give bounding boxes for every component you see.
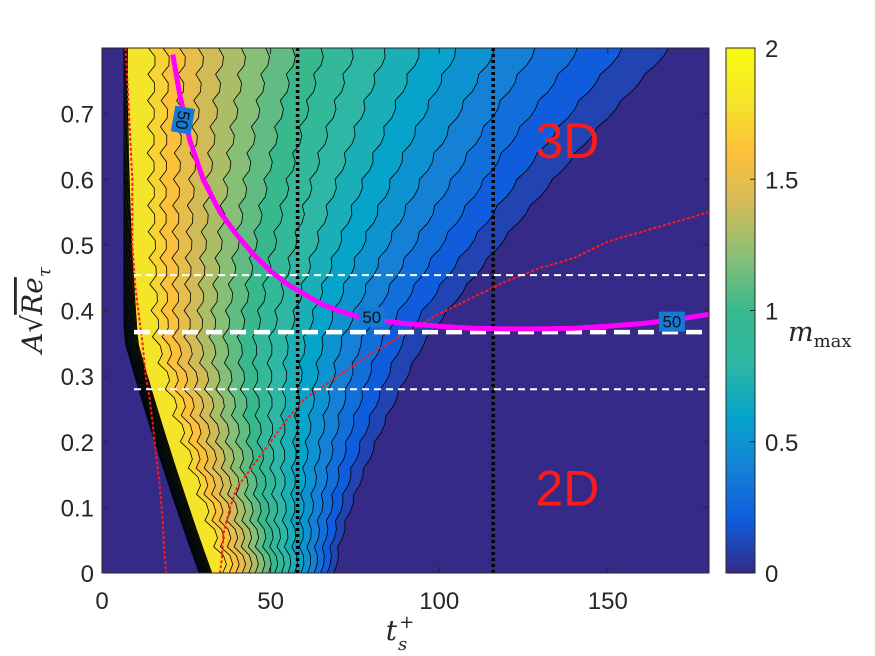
colorbar: 0 0.5 1 1.5 2 mmax (725, 36, 852, 588)
x-axis-ticks: 0 50 100 150 (95, 48, 628, 615)
contour-band (126, 48, 234, 573)
y-axis-ticks: 0 0.1 0.2 0.3 0.4 0.5 0.6 0.7 (61, 102, 709, 588)
colorbar-tick-label: 1.5 (765, 167, 798, 194)
x-axis-label: ts+ (386, 612, 415, 655)
region-label: 3D (535, 113, 599, 169)
curve-label: 50 (662, 313, 681, 332)
region-label: 2D (535, 461, 599, 517)
x-tick-label: 150 (588, 588, 628, 615)
plot-area: 50 50 50 (101, 47, 710, 574)
x-tick-label: 50 (257, 588, 284, 615)
red-boundary-line (219, 211, 709, 573)
y-tick-label: 0.5 (61, 233, 94, 260)
overlays: 50 50 50 (124, 48, 709, 573)
contour-band (127, 48, 227, 573)
colorbar-tick-label: 2 (765, 36, 778, 63)
colorbar-label: mmax (788, 317, 852, 352)
y-axis-label: A√Reτ (16, 266, 55, 356)
y-tick-label: 0.6 (61, 167, 94, 194)
y-tick-label: 0.4 (61, 299, 94, 326)
x-tick-label: 100 (419, 588, 459, 615)
colorbar-tick-label: 0 (765, 561, 778, 588)
curve-label: 50 (171, 109, 193, 131)
curve-label-bg (658, 311, 685, 332)
curve-label-bg (358, 307, 385, 328)
colorbar-tick-label: 1 (765, 299, 778, 326)
y-tick-label: 0.3 (61, 364, 94, 391)
y-tick-label: 0 (81, 561, 94, 588)
magenta-curve (170, 54, 709, 332)
curve-label: 50 (362, 308, 381, 327)
colorbar-tick-label: 0.5 (765, 430, 798, 457)
x-tick-label: 0 (95, 588, 108, 615)
curve-label-bg (170, 105, 196, 135)
y-tick-label: 0.7 (61, 102, 94, 129)
region-labels: 3D 2D (535, 113, 599, 517)
y-tick-label: 0.1 (61, 495, 94, 522)
y-tick-label: 0.2 (61, 430, 94, 457)
colorbar-ticks: 0 0.5 1 1.5 2 (750, 36, 798, 588)
red-left-boundary-line (124, 48, 168, 573)
